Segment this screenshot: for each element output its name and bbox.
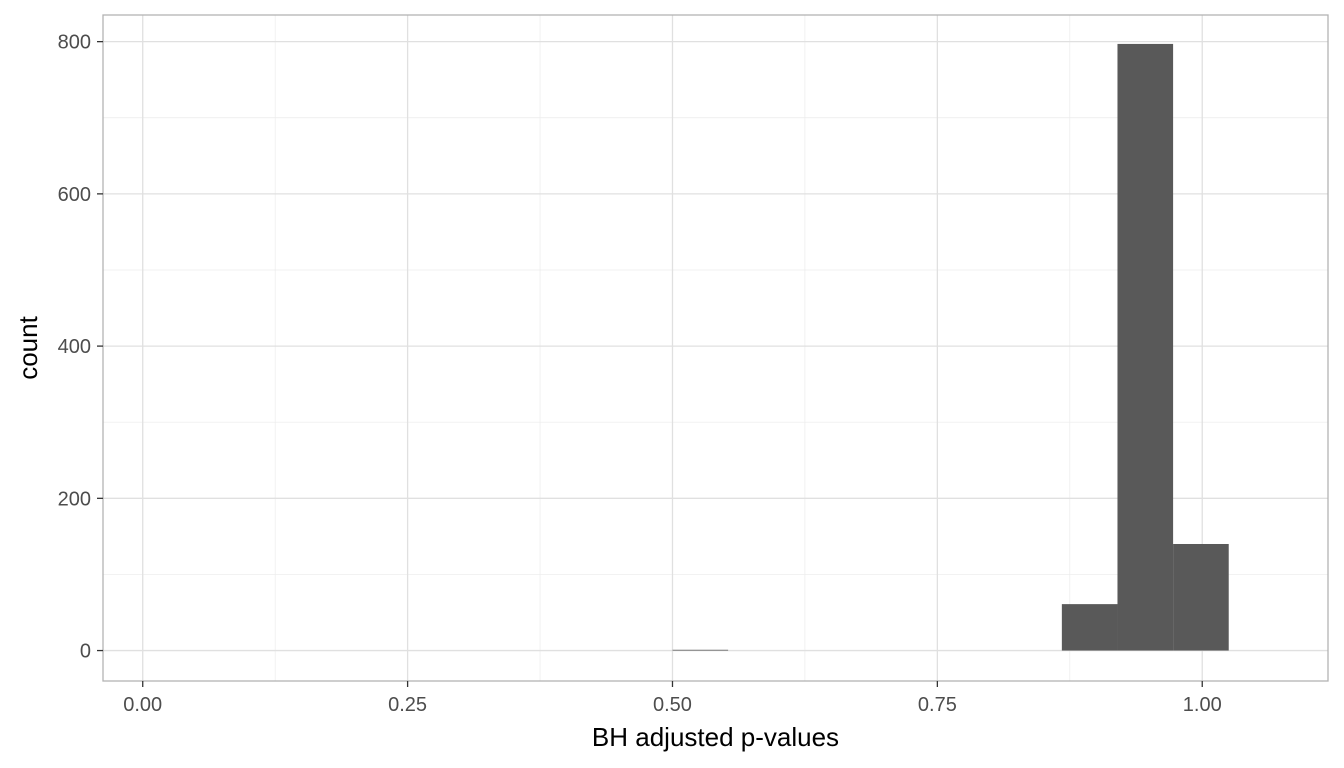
x-tick-label: 0.00 bbox=[123, 694, 162, 716]
y-tick-label: 600 bbox=[58, 184, 91, 206]
tick-layer: 0.00 0.25 0.50 0.75 1.00 0 200 400 600 800 bbox=[58, 32, 1222, 716]
x-tick-label: 0.25 bbox=[388, 694, 427, 716]
x-tick-label: 1.00 bbox=[1183, 694, 1222, 716]
histogram-bar bbox=[1117, 43, 1174, 651]
x-tick-label: 0.50 bbox=[653, 694, 692, 716]
histogram-bar bbox=[672, 649, 729, 651]
y-tick-label: 400 bbox=[58, 336, 91, 358]
y-axis-title: count bbox=[13, 315, 43, 379]
histogram-bar bbox=[1061, 604, 1118, 651]
x-tick-label: 0.75 bbox=[918, 694, 957, 716]
histogram-bar bbox=[1173, 543, 1229, 651]
y-tick-label: 200 bbox=[58, 488, 91, 510]
x-axis-title: BH adjusted p-values bbox=[592, 722, 839, 752]
y-tick-label: 800 bbox=[58, 32, 91, 54]
y-tick-label: 0 bbox=[80, 641, 91, 663]
panel-border bbox=[102, 14, 1329, 682]
bar-layer bbox=[672, 43, 1229, 651]
